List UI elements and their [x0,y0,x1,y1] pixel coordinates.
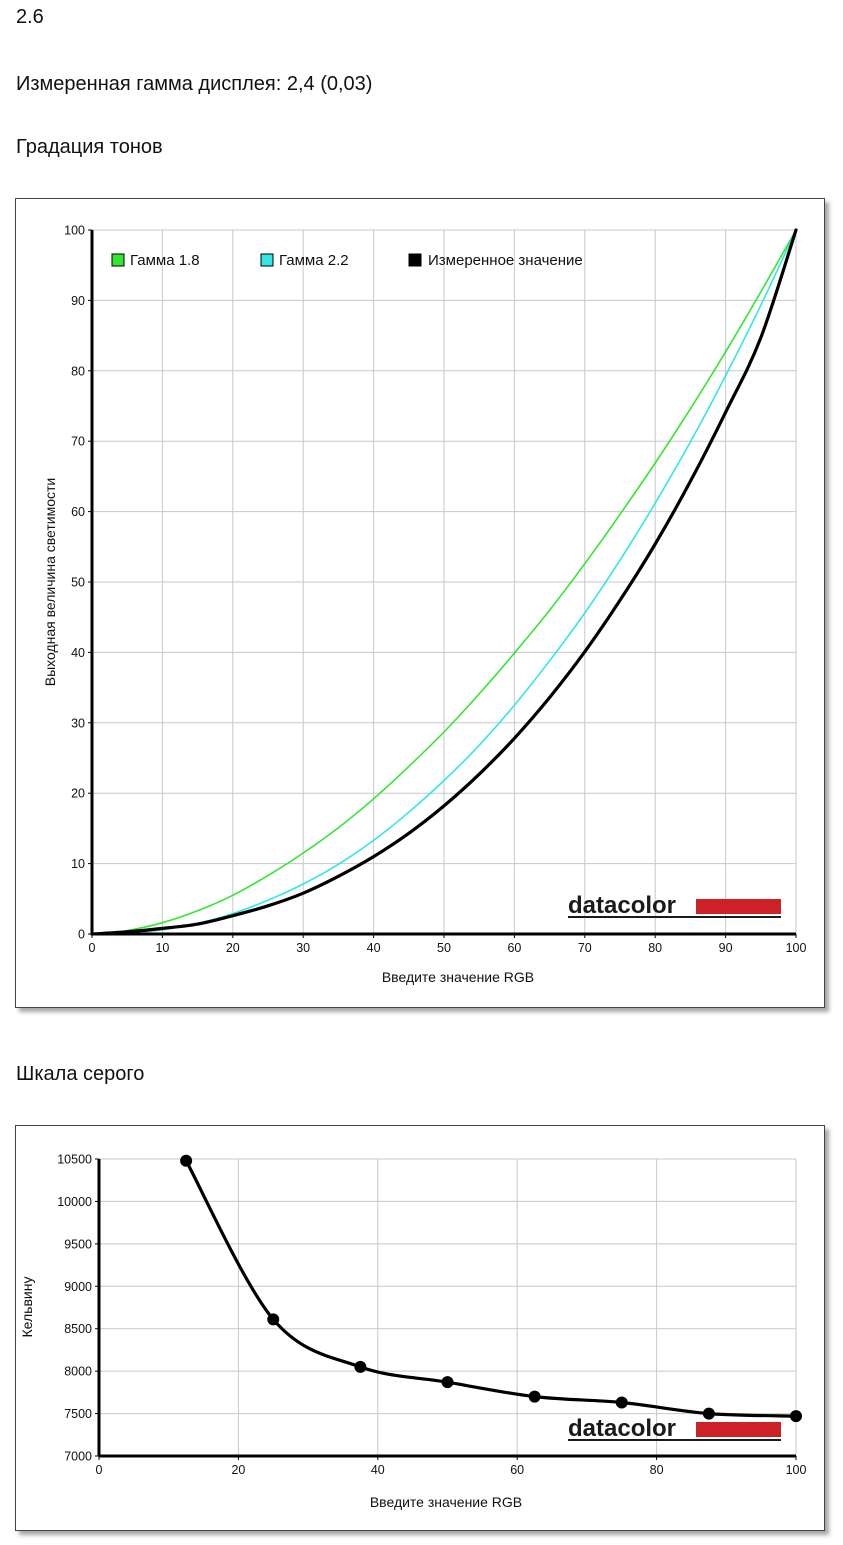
x-tick-label: 100 [786,1463,807,1477]
x-tick-label: 50 [437,941,451,955]
tone-gradation-heading: Градация тонов [16,136,163,158]
y-tick-label: 50 [71,576,85,590]
x-tick-label: 40 [367,941,381,955]
datacolor-logo-bar [696,899,781,914]
datacolor-logo-text-2: datacolor [568,1415,676,1442]
x-tick-label: 20 [231,1463,245,1477]
data-point [267,1313,280,1326]
legend-swatch-gamma18 [111,253,125,267]
datacolor-logo-underline-2 [568,1439,781,1441]
datacolor-logo: datacolor [568,892,781,919]
y-axis-label: Выходная величина светимости [42,478,58,686]
data-point [354,1360,367,1373]
x-tick-label: 20 [226,941,240,955]
x-tick-label: 60 [510,1463,524,1477]
y-tick-label: 10 [71,857,85,871]
y-tick-label: 9000 [64,1280,92,1294]
x-tick-label: 10 [155,941,169,955]
y-tick-label: 0 [78,928,85,942]
data-point [615,1396,628,1409]
data-point [702,1407,715,1420]
series-line-0 [91,229,797,935]
y-axis-label-2: Кельвину [19,1277,35,1338]
x-axis-label: Введите значение RGB [382,969,534,985]
y-tick-label: 10500 [57,1153,92,1167]
x-tick-label: 0 [89,941,96,955]
x-tick-label: 90 [719,941,733,955]
series-line-0 [184,1159,798,1418]
legend: Гамма 1.8 Гамма 2.2 Измеренное значение [111,252,583,269]
y-tick-label: 60 [71,505,85,519]
y-tick-label: 20 [71,787,85,801]
y-tick-label: 8000 [64,1365,92,1379]
y-tick-label: 30 [71,716,85,730]
y-tick-label: 80 [71,364,85,378]
legend-label-gamma22: Гамма 2.2 [279,252,349,269]
y-tick-label: 7000 [64,1450,92,1464]
x-tick-label: 40 [371,1463,385,1477]
datacolor-logo-underline [568,916,781,918]
data-point [528,1390,541,1403]
x-axis-label-2: Введите значение RGB [370,1494,522,1510]
legend-label-gamma18: Гамма 1.8 [130,252,200,269]
tone-gradation-svg: 0 10 20 30 40 50 60 70 80 90 100 0 10 20 30 40 50 60 70 80 9… [42,224,807,986]
y-tick-label: 70 [71,435,85,449]
grayscale-svg: 0 20 40 60 80 100 7000 7500 8000 8500 9000 9500 1000… [19,1153,807,1511]
x-tick-label: 30 [296,941,310,955]
y-tick-label: 40 [71,646,85,660]
y-tick-label: 9500 [64,1237,92,1251]
x-tick-label: 60 [507,941,521,955]
y-tick-label: 7500 [64,1407,92,1421]
x-tick-label: 70 [578,941,592,955]
datacolor-logo-text: datacolor [568,892,676,919]
grayscale-chart: 0 20 40 60 80 100 7000 7500 8000 8500 9000 9500 1000… [15,1125,825,1531]
datacolor-logo-bar-2 [696,1422,781,1437]
tone-gradation-chart: 0 10 20 30 40 50 60 70 80 90 100 0 10 20 30 40 50 60 70 80 9… [15,198,825,1008]
legend-label-measured: Измеренное значение [428,252,583,269]
top-value-text: 2.6 [16,6,44,28]
legend-swatch-gamma22 [260,253,274,267]
series-line-2 [90,228,798,936]
data-point [790,1410,802,1423]
data-point [441,1376,454,1389]
datacolor-logo-2: datacolor [568,1415,781,1442]
legend-swatch-measured [408,253,422,267]
x-tick-label: 0 [96,1463,103,1477]
measured-gamma-text: Измеренная гамма дисплея: 2,4 (0,03) [16,73,373,95]
data-point [180,1154,193,1167]
x-tick-label: 80 [648,941,662,955]
grayscale-heading: Шкала серого [16,1063,145,1085]
x-tick-label: 80 [650,1463,664,1477]
y-tick-label: 10000 [57,1195,92,1209]
y-tick-label: 100 [64,224,85,238]
x-tick-label: 100 [786,941,807,955]
y-tick-label: 8500 [64,1322,92,1336]
y-tick-label: 90 [71,294,85,308]
